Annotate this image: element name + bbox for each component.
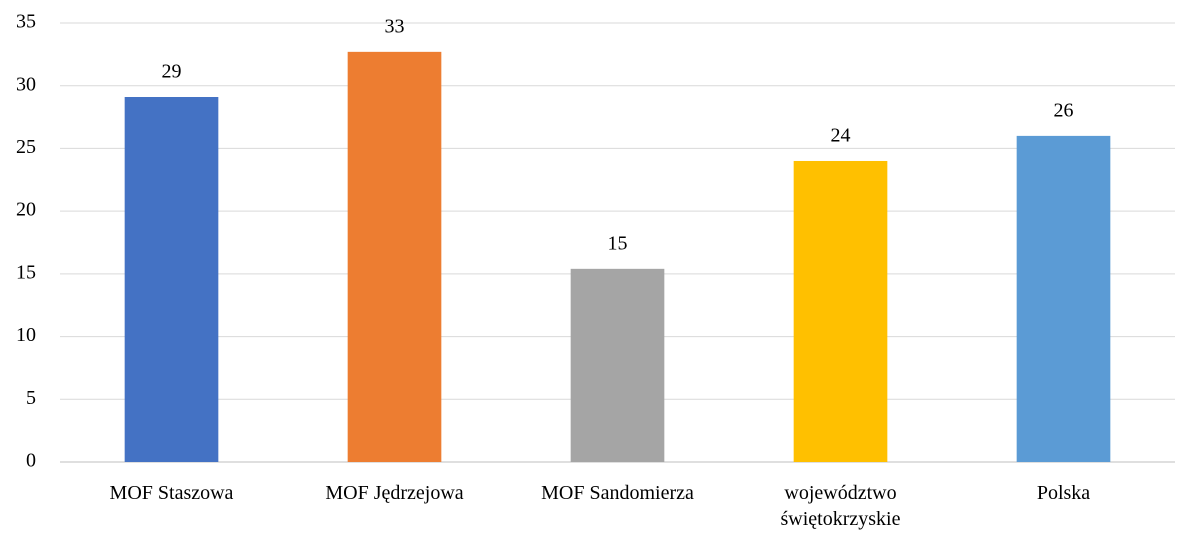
y-tick-label: 30 <box>16 73 36 95</box>
x-tick-label: województwo świętokrzyskie <box>780 482 901 530</box>
x-tick-label: Polska <box>1036 482 1091 504</box>
bar <box>347 51 442 462</box>
bar <box>570 268 665 462</box>
x-tick-label: MOF Staszowa <box>109 482 234 504</box>
data-label: 33 <box>385 15 405 37</box>
data-label: 24 <box>831 125 851 147</box>
x-tick-label: MOF Jędrzejowa <box>325 482 464 504</box>
y-tick-label: 5 <box>26 387 36 409</box>
bar <box>1016 135 1111 462</box>
y-tick-label: 20 <box>16 199 36 221</box>
y-tick-label: 0 <box>26 450 36 472</box>
data-label: 29 <box>162 61 182 83</box>
y-tick-label: 25 <box>16 136 36 158</box>
x-tick-label: MOF Sandomierza <box>541 482 694 504</box>
bar <box>793 160 888 462</box>
y-tick-label: 35 <box>16 11 36 33</box>
data-label: 26 <box>1054 99 1074 121</box>
y-tick-label: 15 <box>16 261 36 283</box>
bar <box>124 97 219 462</box>
data-label: 15 <box>608 232 628 254</box>
y-tick-label: 10 <box>16 324 36 346</box>
